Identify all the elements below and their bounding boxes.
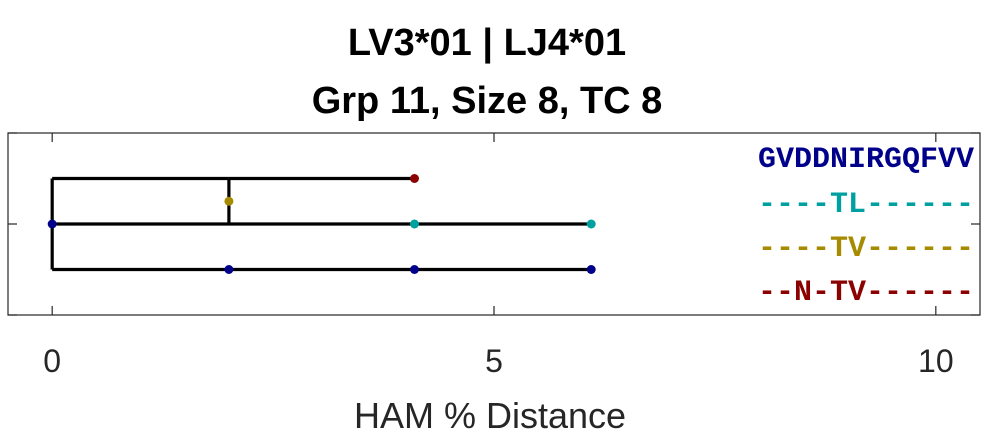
tree-node	[47, 219, 57, 229]
sequence-label: ----TL------	[758, 188, 974, 222]
plot-area: 0 5 10 GVDDNIRGQFVV ----TL------ ----TV------…	[7, 132, 981, 379]
tree-node	[409, 219, 419, 229]
chart-title-line-2: Grp 11, Size 8, TC 8	[312, 80, 663, 122]
tree-node	[586, 219, 596, 229]
sequence-label: GVDDNIRGQFVV	[758, 143, 974, 177]
sequence-label: --N-TV------	[758, 276, 974, 310]
x-tick-label: 0	[43, 343, 61, 379]
tree-node	[224, 196, 234, 206]
tree-node	[409, 265, 419, 274]
tree-node	[224, 265, 234, 274]
x-axis-label: HAM % Distance	[354, 395, 626, 436]
tree-node	[409, 174, 419, 183]
tree-node	[586, 265, 596, 274]
x-tick-label: 5	[485, 343, 503, 379]
x-tick-label: 10	[918, 343, 954, 379]
sequence-label: ----TV------	[758, 232, 974, 266]
chart-title-line-1: LV3*01 | LJ4*01	[348, 22, 626, 64]
